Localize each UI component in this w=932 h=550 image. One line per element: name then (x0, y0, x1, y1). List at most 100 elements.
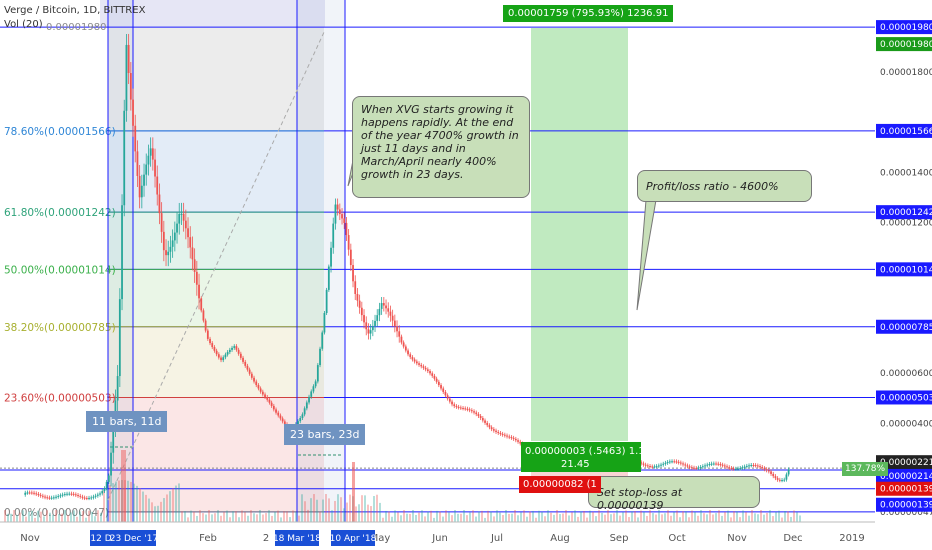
candle-body (195, 271, 198, 285)
price-label-7: 0.00000221 (880, 458, 932, 468)
candle-body (275, 409, 277, 413)
candle-body (510, 437, 513, 439)
volume-bar (121, 480, 123, 522)
candle-body (332, 223, 335, 248)
volume-bar (451, 515, 453, 522)
candle-body (470, 410, 473, 412)
volume-bar (559, 514, 561, 522)
volume-bar (619, 515, 621, 522)
volume-bar (553, 514, 555, 522)
volume-bar (442, 516, 444, 522)
candle-body (235, 346, 238, 350)
volume-bar (433, 517, 435, 522)
candle-body (389, 311, 392, 316)
volume-bar (547, 510, 549, 522)
volume-bar (586, 517, 588, 522)
price-label-0: 0.00001980 (880, 23, 932, 33)
target-zone (531, 28, 628, 441)
price-label-3: 0.00001242 (880, 208, 932, 218)
candle-body (239, 353, 242, 358)
candle-body (371, 325, 374, 331)
candle-body (305, 402, 308, 409)
volume-bar (220, 515, 222, 522)
candle-body (297, 421, 299, 425)
volume-bar (136, 485, 138, 522)
candle-body (88, 497, 90, 499)
volume-bar (265, 513, 267, 522)
candle-body (70, 493, 73, 495)
candle-body (44, 496, 46, 498)
volume-bar (532, 510, 534, 522)
volume-bar (58, 513, 60, 522)
candle-body (59, 495, 62, 497)
candle-body (330, 247, 332, 267)
volume-bar (754, 513, 756, 522)
candle-body (281, 418, 284, 422)
volume-bar (598, 510, 600, 522)
volume-bar (301, 494, 303, 522)
volume-bar (79, 511, 81, 522)
volume-bar (340, 497, 342, 522)
candle-body (74, 494, 77, 496)
candle-body (396, 326, 398, 332)
volume-bar (700, 510, 702, 522)
volume-bar (670, 515, 672, 522)
candle-body (338, 209, 341, 215)
candle-body (24, 492, 27, 495)
candle-body (734, 468, 737, 470)
volume-bar (310, 498, 312, 522)
candle-body (231, 347, 233, 350)
x-tick-label-9: Nov (727, 533, 747, 544)
volume-bar (142, 491, 144, 522)
volume-bar (388, 511, 390, 522)
volume-bar (406, 513, 408, 522)
candle-body (110, 452, 112, 476)
candle-body (415, 361, 418, 364)
volume-bar (472, 510, 474, 522)
candle-body (127, 44, 130, 74)
volume-bar (157, 505, 159, 522)
candle-body (690, 467, 693, 469)
candle-body (715, 463, 717, 465)
candle-body (310, 391, 313, 397)
volume-bar (460, 513, 462, 522)
volume-bar (580, 511, 582, 522)
candle-body (107, 475, 110, 482)
candle-body (209, 338, 211, 344)
candle-body (171, 240, 174, 247)
volume-bar (688, 517, 690, 522)
candle-body (737, 468, 739, 470)
price-label-box-6 (876, 390, 932, 405)
candle-body (248, 369, 251, 374)
candle-body (721, 464, 724, 466)
volume-bar (430, 510, 432, 522)
price-label-10: 0.00000139 (880, 501, 932, 511)
candle-body (426, 369, 429, 372)
candle-body (776, 478, 779, 480)
candle-body (77, 495, 79, 497)
volume-bar (370, 506, 372, 522)
volume-bar (646, 515, 648, 522)
candle-body (490, 427, 493, 430)
volume-bar (244, 512, 246, 522)
volume-bar (535, 517, 537, 522)
target-label: 0.00001759 (795.93%) 1236.91 (503, 5, 674, 22)
candle-body (299, 418, 302, 422)
volume-bar (601, 512, 603, 522)
candle-body (462, 407, 464, 409)
volume-bar (445, 510, 447, 522)
candle-body (228, 349, 231, 353)
candle-body (279, 415, 282, 419)
volume-bar (346, 502, 348, 522)
stop-label-ratio-part: 1 (590, 479, 597, 490)
volume-bar (283, 511, 285, 522)
x-tick-label-3: May (370, 533, 391, 544)
volume-bar (424, 516, 426, 522)
volume-bar (307, 509, 309, 522)
candle-body (270, 402, 273, 406)
candle-body (759, 466, 761, 468)
x-date-box-1 (112, 530, 156, 546)
candle-body (367, 329, 370, 334)
candle-body (519, 441, 522, 444)
